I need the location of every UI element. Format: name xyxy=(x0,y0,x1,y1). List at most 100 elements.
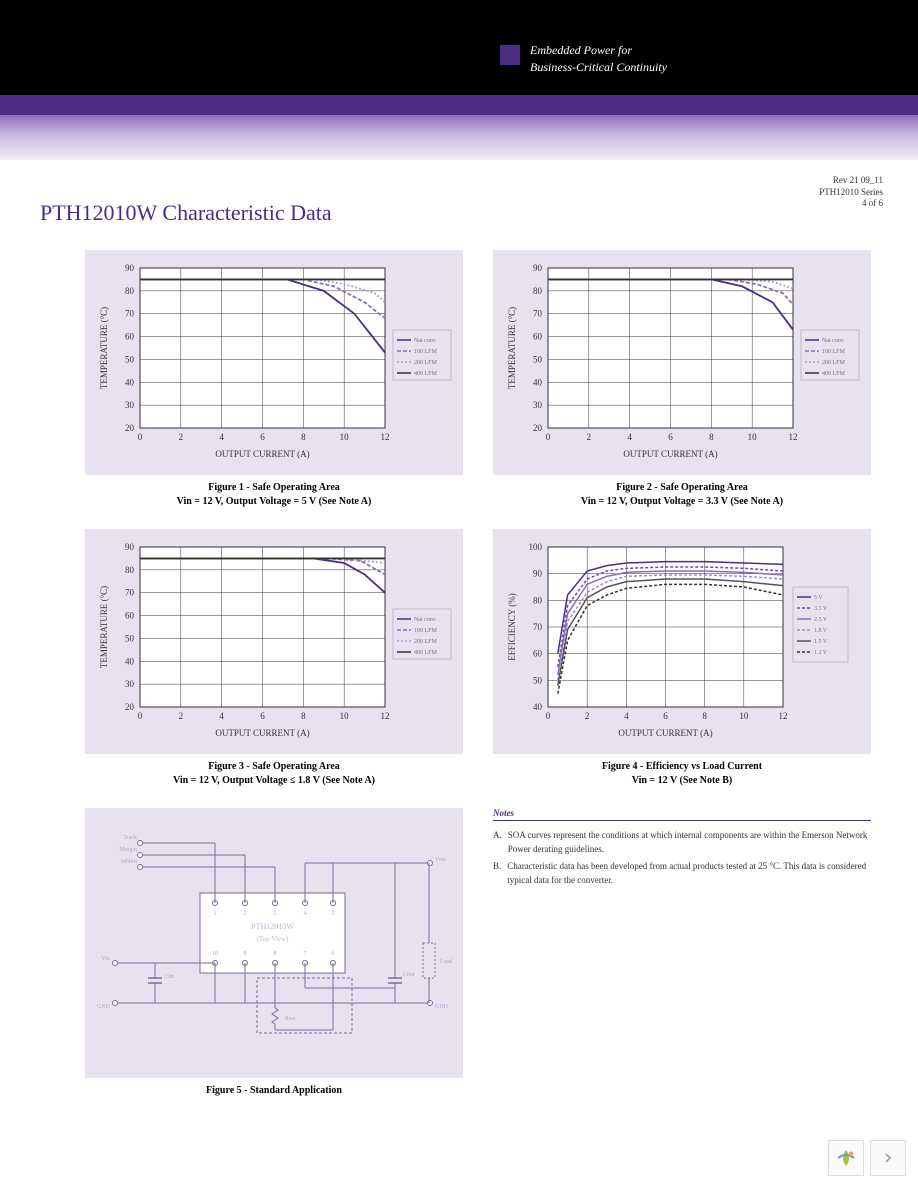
logo-icon[interactable] xyxy=(828,1140,864,1176)
svg-text:GND: GND xyxy=(435,1004,449,1010)
svg-text:8: 8 xyxy=(702,711,707,721)
svg-text:80: 80 xyxy=(125,286,135,296)
svg-text:3.3 V: 3.3 V xyxy=(814,606,828,612)
figure-1-chart: 0246810122030405060708090OUTPUT CURRENT … xyxy=(85,250,463,475)
header-gradient-band xyxy=(0,115,918,160)
svg-text:PTH12010W: PTH12010W xyxy=(251,922,294,931)
tagline-line-2: Business-Critical Continuity xyxy=(530,59,667,76)
svg-text:EFFICIENCY (%): EFFICIENCY (%) xyxy=(507,593,517,660)
fig1-cap-2: Vin = 12 V, Output Voltage = 5 V (See No… xyxy=(85,495,463,509)
svg-text:40: 40 xyxy=(125,377,135,387)
svg-text:2: 2 xyxy=(587,432,592,442)
note-item-a: A. SOA curves represent the conditions a… xyxy=(493,829,871,856)
figure-4: 024681012405060708090100OUTPUT CURRENT (… xyxy=(493,529,871,788)
svg-text:(Top View): (Top View) xyxy=(257,935,289,943)
fig3-cap-2: Vin = 12 V, Output Voltage ≤ 1.8 V (See … xyxy=(85,774,463,788)
svg-text:20: 20 xyxy=(125,423,135,433)
brand-square-icon xyxy=(500,45,520,65)
svg-text:60: 60 xyxy=(125,332,135,342)
fig4-cap-1: Figure 4 - Efficiency vs Load Current xyxy=(493,760,871,774)
svg-text:5: 5 xyxy=(332,911,335,917)
svg-text:2: 2 xyxy=(585,711,590,721)
svg-text:100 LFM: 100 LFM xyxy=(414,349,438,355)
svg-text:4: 4 xyxy=(219,432,224,442)
fig1-cap-1: Figure 1 - Safe Operating Area xyxy=(85,481,463,495)
fig4-cap-2: Vin = 12 V (See Note B) xyxy=(493,774,871,788)
svg-text:5 V: 5 V xyxy=(814,595,823,601)
notes-body: A. SOA curves represent the conditions a… xyxy=(493,829,871,887)
document-meta: Rev 21 09_11 PTH12010 Series 4 of 6 xyxy=(819,175,883,210)
svg-text:2: 2 xyxy=(244,911,247,917)
notes-section: Notes A. SOA curves represent the condit… xyxy=(493,808,871,1098)
next-page-icon[interactable] xyxy=(870,1140,906,1176)
svg-text:8: 8 xyxy=(274,951,277,957)
svg-text:Vin: Vin xyxy=(101,956,110,962)
svg-text:Nat conv: Nat conv xyxy=(822,338,844,344)
svg-text:30: 30 xyxy=(125,679,135,689)
svg-text:70: 70 xyxy=(533,309,543,319)
svg-text:Cout: Cout xyxy=(403,972,415,978)
svg-text:1.5 V: 1.5 V xyxy=(814,639,828,645)
svg-text:20: 20 xyxy=(533,423,543,433)
svg-text:60: 60 xyxy=(533,649,543,659)
header-tagline: Embedded Power for Business-Critical Con… xyxy=(530,42,667,76)
svg-text:Track: Track xyxy=(123,835,137,841)
svg-text:6: 6 xyxy=(260,432,265,442)
svg-text:TEMPERATURE (°C): TEMPERATURE (°C) xyxy=(99,307,109,389)
notes-title: Notes xyxy=(493,808,871,821)
svg-text:30: 30 xyxy=(533,400,543,410)
svg-text:4: 4 xyxy=(627,432,632,442)
svg-text:8: 8 xyxy=(709,432,714,442)
svg-text:100 LFM: 100 LFM xyxy=(414,628,438,634)
svg-text:40: 40 xyxy=(533,377,543,387)
note-item-b: B. Characteristic data has been develope… xyxy=(493,860,871,887)
svg-text:8: 8 xyxy=(301,711,306,721)
svg-text:50: 50 xyxy=(125,354,135,364)
svg-text:200 LFM: 200 LFM xyxy=(414,360,438,366)
figure-1: 0246810122030405060708090OUTPUT CURRENT … xyxy=(85,250,463,509)
fig2-cap-1: Figure 2 - Safe Operating Area xyxy=(493,481,871,495)
svg-text:1.2 V: 1.2 V xyxy=(814,650,828,656)
svg-text:Cin: Cin xyxy=(165,974,174,980)
svg-text:0: 0 xyxy=(138,711,143,721)
svg-text:GND: GND xyxy=(97,1004,111,1010)
figure-2-caption: Figure 2 - Safe Operating Area Vin = 12 … xyxy=(493,481,871,509)
svg-text:3: 3 xyxy=(274,911,277,917)
figure-5-diagram: PTH12010W(Top View)12345109876TrackMargi… xyxy=(85,808,463,1078)
svg-text:70: 70 xyxy=(125,309,135,319)
svg-text:4: 4 xyxy=(624,711,629,721)
svg-text:10: 10 xyxy=(748,432,758,442)
svg-text:6: 6 xyxy=(332,951,335,957)
svg-text:12: 12 xyxy=(381,432,390,442)
svg-text:12: 12 xyxy=(789,432,798,442)
svg-text:6: 6 xyxy=(260,711,265,721)
svg-text:40: 40 xyxy=(125,656,135,666)
figure-3: 0246810122030405060708090OUTPUT CURRENT … xyxy=(85,529,463,788)
svg-text:200 LFM: 200 LFM xyxy=(822,360,846,366)
page-title: PTH12010W Characteristic Data xyxy=(40,200,332,226)
svg-text:Nat conv: Nat conv xyxy=(414,617,436,623)
svg-text:2: 2 xyxy=(179,711,184,721)
svg-text:10: 10 xyxy=(340,711,350,721)
svg-text:0: 0 xyxy=(138,432,143,442)
svg-text:0: 0 xyxy=(546,432,551,442)
svg-text:100 LFM: 100 LFM xyxy=(822,349,846,355)
svg-text:OUTPUT CURRENT (A): OUTPUT CURRENT (A) xyxy=(215,449,309,459)
svg-text:10: 10 xyxy=(340,432,350,442)
tagline-line-1: Embedded Power for xyxy=(530,42,667,59)
svg-text:8: 8 xyxy=(301,432,306,442)
svg-text:12: 12 xyxy=(381,711,390,721)
svg-text:50: 50 xyxy=(125,633,135,643)
svg-text:400 LFM: 400 LFM xyxy=(414,650,438,656)
svg-text:OUTPUT CURRENT (A): OUTPUT CURRENT (A) xyxy=(623,449,717,459)
svg-text:90: 90 xyxy=(533,569,543,579)
svg-text:Nat conv: Nat conv xyxy=(414,338,436,344)
svg-text:Vout: Vout xyxy=(435,857,447,863)
footer-nav xyxy=(828,1140,906,1176)
svg-text:90: 90 xyxy=(125,542,135,552)
doc-rev: Rev 21 09_11 xyxy=(819,175,883,187)
svg-text:12: 12 xyxy=(779,711,788,721)
svg-text:2.5 V: 2.5 V xyxy=(814,617,828,623)
fig5-cap-1: Figure 5 - Standard Application xyxy=(85,1084,463,1098)
svg-text:10: 10 xyxy=(212,951,218,957)
